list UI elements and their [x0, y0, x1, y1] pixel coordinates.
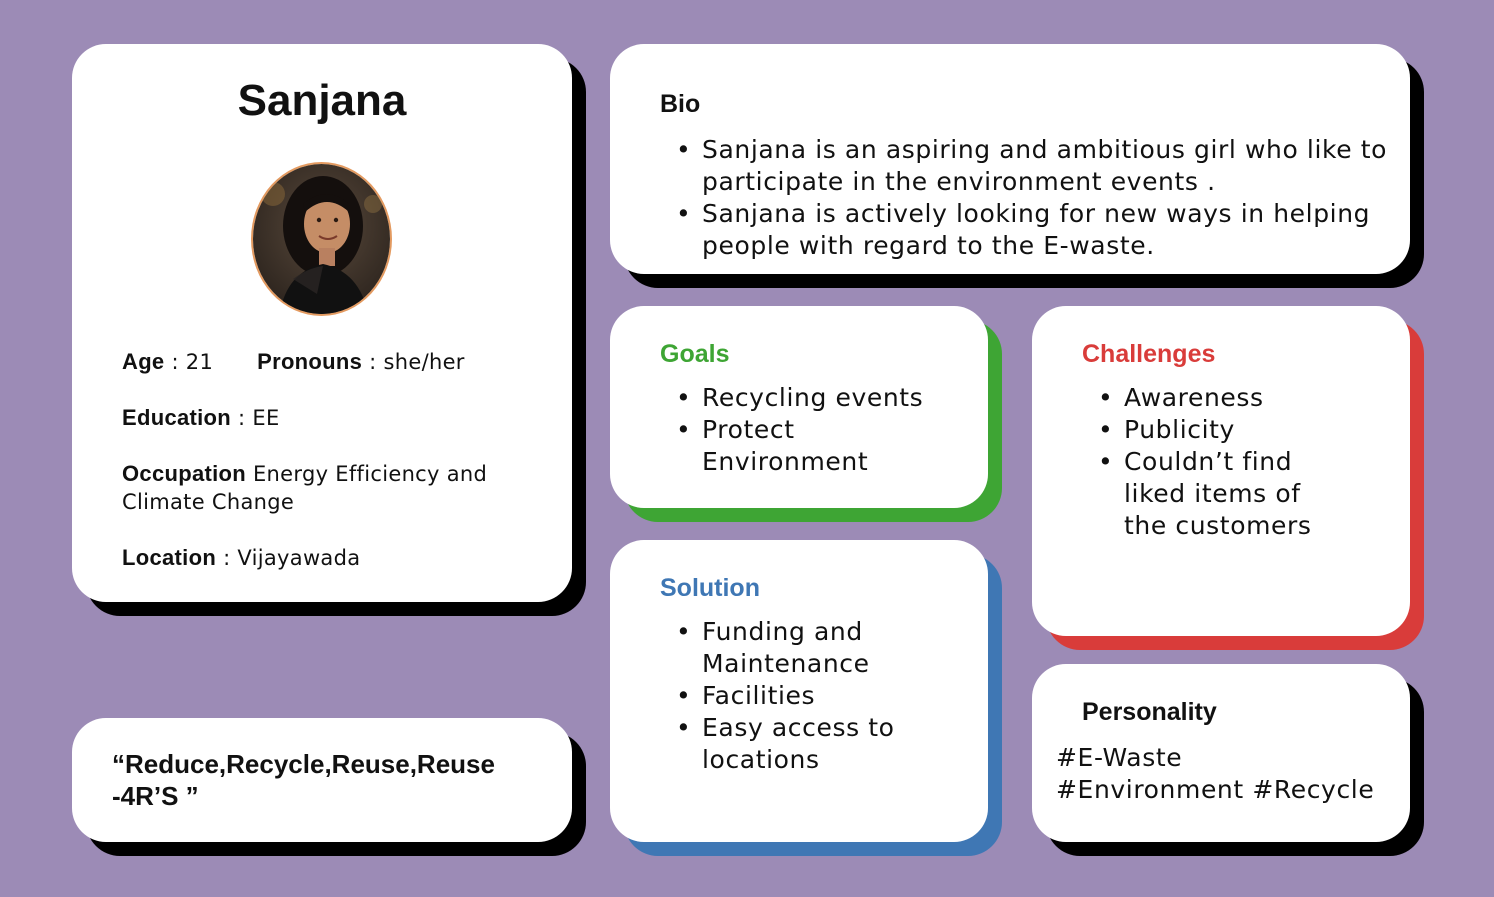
avatar: [251, 162, 392, 316]
age-pronouns-row: Age : 21 Pronouns : she/her: [122, 348, 465, 376]
list-item: Facilities: [676, 680, 1022, 712]
age-label: Age: [122, 349, 165, 374]
pronouns-label: Pronouns: [257, 349, 363, 374]
challenges-list: Awareness Publicity Couldn’t find liked …: [1032, 382, 1434, 542]
list-item: Funding and Maintenance: [676, 616, 892, 680]
location-value: : Vijayawada: [223, 546, 361, 570]
bio-list: Sanjana is an aspiring and ambitious gir…: [610, 134, 1442, 262]
personality-card: Personality #E-Waste #Environment #Recyc…: [1032, 664, 1410, 842]
location-row: Location : Vijayawada: [122, 544, 360, 572]
list-item: Sanjana is an aspiring and ambitious gir…: [676, 134, 1442, 198]
list-item: Awareness: [1098, 382, 1434, 414]
list-item: Easy access to locations: [676, 712, 917, 776]
goals-card: Goals Recycling events Protect Environme…: [610, 306, 988, 508]
quote-card: “Reduce,Recycle,Reuse,Reuse -4R’S ”: [72, 718, 572, 842]
list-item: Couldn’t find liked items of the custome…: [1098, 446, 1329, 542]
list-item: Protect Environment: [676, 414, 882, 478]
list-item: Publicity: [1098, 414, 1434, 446]
solution-heading: Solution: [660, 574, 760, 602]
tag-line: #Environment #Recycle: [1056, 775, 1375, 804]
tag-line: #E-Waste: [1056, 743, 1183, 772]
challenges-card: Challenges Awareness Publicity Couldn’t …: [1032, 306, 1410, 636]
solution-list: Funding and Maintenance Facilities Easy …: [610, 616, 1022, 776]
avatar-photo: [253, 164, 390, 314]
location-label: Location: [122, 545, 217, 570]
profile-card: Sanjana: [72, 44, 572, 602]
pronouns-value: : she/her: [369, 350, 465, 374]
education-value: : EE: [238, 406, 280, 430]
quote-text: “Reduce,Recycle,Reuse,Reuse -4R’S ”: [112, 749, 495, 811]
solution-card: Solution Funding and Maintenance Facilit…: [610, 540, 988, 842]
occupation-row: Occupation Energy Efficiency and Climate…: [122, 460, 532, 516]
goals-heading: Goals: [660, 340, 730, 368]
personality-heading: Personality: [1082, 698, 1217, 726]
bio-card: Bio Sanjana is an aspiring and ambitious…: [610, 44, 1410, 274]
education-row: Education : EE: [122, 404, 280, 432]
bio-heading: Bio: [660, 90, 701, 118]
goals-list: Recycling events Protect Environment: [610, 382, 1032, 478]
challenges-heading: Challenges: [1082, 340, 1216, 368]
occupation-value: Energy Efficiency and Climate Change: [122, 462, 488, 514]
persona-name: Sanjana: [237, 76, 407, 125]
personality-tags: #E-Waste #Environment #Recycle: [1056, 742, 1374, 806]
list-item: Recycling events: [676, 382, 1032, 414]
list-item: Sanjana is actively looking for new ways…: [676, 198, 1442, 262]
education-label: Education: [122, 405, 232, 430]
occupation-label: Occupation: [122, 461, 247, 486]
age-value: : 21: [171, 350, 214, 374]
